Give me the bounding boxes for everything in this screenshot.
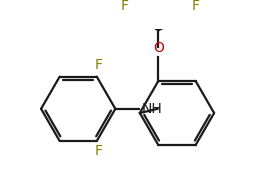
- Text: NH: NH: [142, 102, 162, 116]
- Text: F: F: [121, 0, 129, 12]
- Text: F: F: [95, 144, 103, 158]
- Text: O: O: [153, 41, 164, 55]
- Text: F: F: [95, 58, 103, 72]
- Text: F: F: [191, 0, 199, 12]
